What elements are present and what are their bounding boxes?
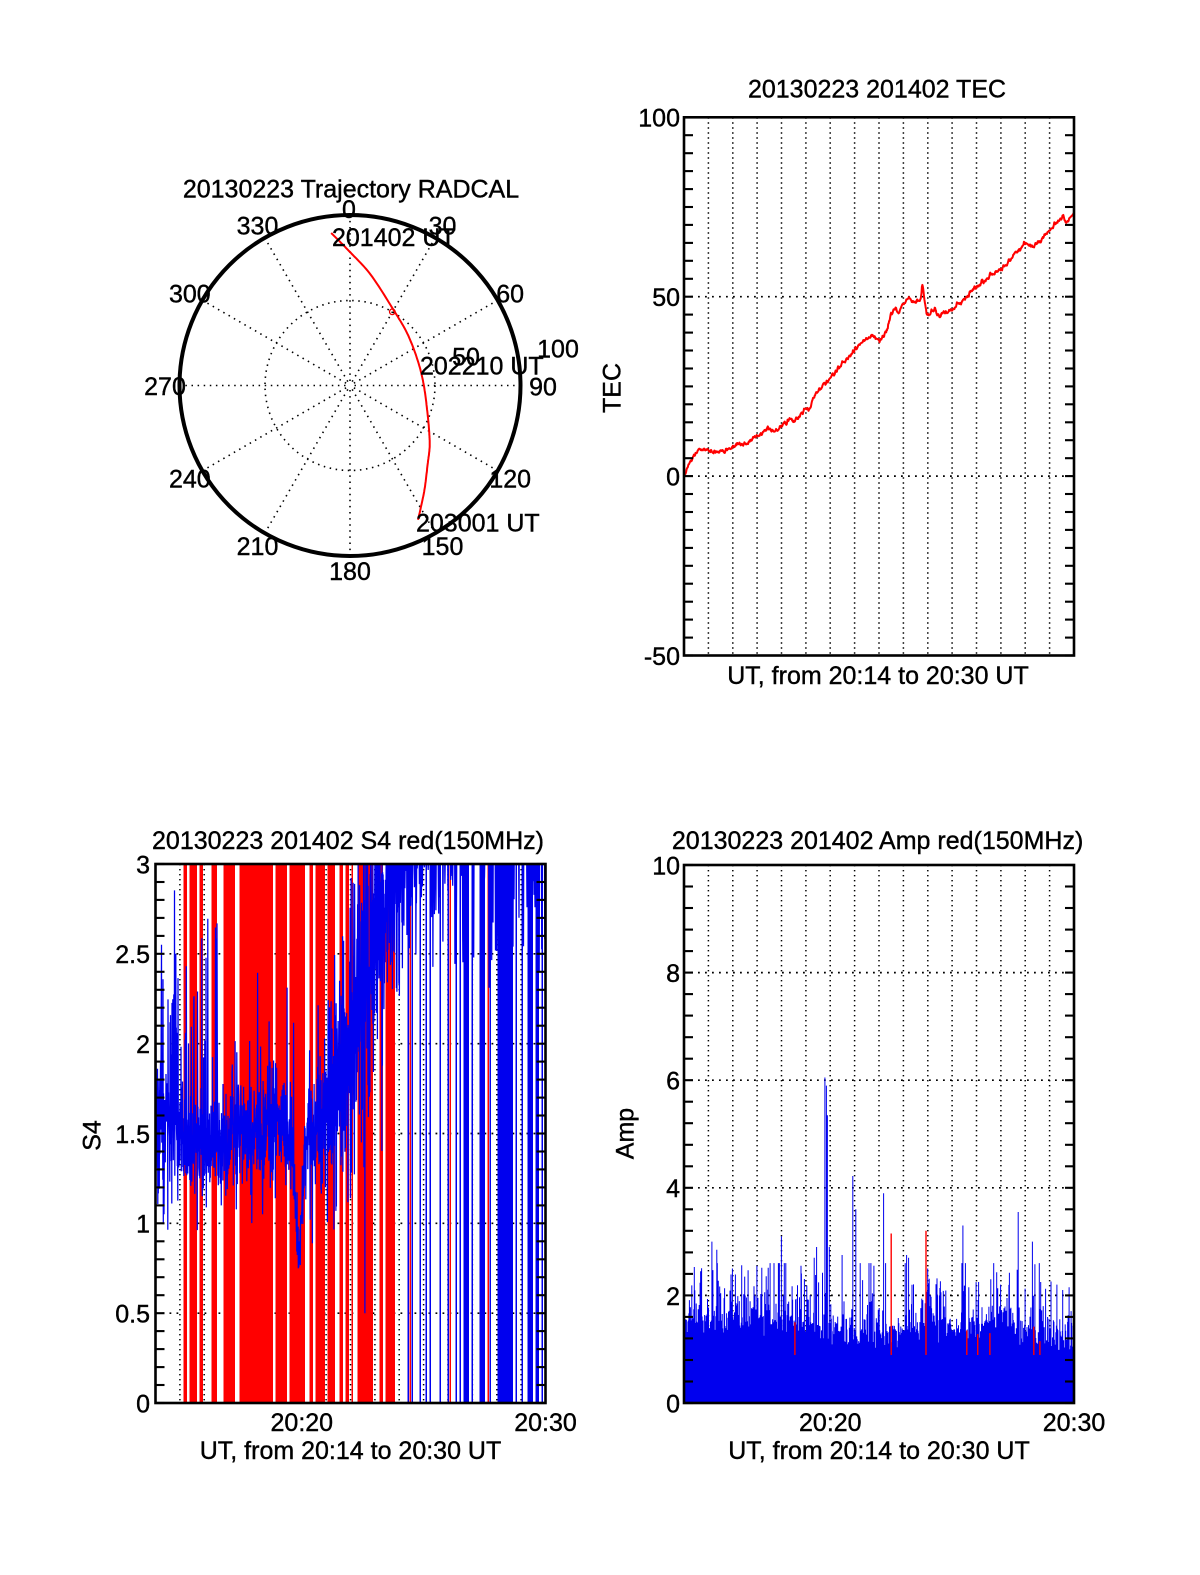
svg-text:0: 0: [666, 1390, 680, 1418]
svg-text:1: 1: [136, 1211, 150, 1239]
svg-text:4: 4: [666, 1175, 680, 1203]
svg-text:120: 120: [489, 465, 531, 493]
svg-text:TEC: TEC: [599, 363, 627, 413]
svg-text:2: 2: [136, 1031, 150, 1059]
svg-text:6: 6: [666, 1068, 680, 1096]
svg-text:3: 3: [136, 851, 150, 879]
svg-text:330: 330: [237, 213, 279, 241]
svg-text:50: 50: [652, 284, 680, 312]
svg-text:240: 240: [169, 465, 211, 493]
svg-text:20:30: 20:30: [1043, 1409, 1106, 1437]
svg-text:20130223 201402 Amp red(150MHz: 20130223 201402 Amp red(150MHz): [672, 827, 1083, 855]
svg-text:202210 UT: 202210 UT: [420, 353, 544, 381]
svg-text:10: 10: [652, 852, 680, 880]
svg-text:201402 UT: 201402 UT: [332, 224, 456, 252]
svg-text:150: 150: [422, 533, 464, 561]
svg-text:270: 270: [144, 373, 186, 401]
svg-text:90: 90: [529, 373, 557, 401]
svg-text:0: 0: [136, 1390, 150, 1418]
svg-text:20:30: 20:30: [514, 1409, 577, 1437]
svg-text:210: 210: [237, 533, 279, 561]
svg-text:2: 2: [666, 1283, 680, 1311]
svg-text:0: 0: [342, 196, 356, 224]
svg-text:60: 60: [496, 280, 524, 308]
svg-text:8: 8: [666, 960, 680, 988]
svg-text:0: 0: [666, 464, 680, 492]
svg-text:100: 100: [638, 105, 680, 133]
svg-text:20130223 Trajectory RADCAL: 20130223 Trajectory RADCAL: [183, 176, 519, 204]
svg-text:Amp: Amp: [612, 1108, 640, 1159]
svg-text:203001 UT: 203001 UT: [416, 510, 540, 538]
svg-text:1.5: 1.5: [115, 1121, 150, 1149]
svg-text:S4: S4: [79, 1120, 107, 1151]
svg-text:20130223 201402 TEC: 20130223 201402 TEC: [748, 76, 1006, 104]
svg-text:30: 30: [429, 213, 457, 241]
svg-text:-50: -50: [644, 643, 680, 671]
svg-text:20130223 201402 S4 red(150MHz): 20130223 201402 S4 red(150MHz): [152, 827, 544, 855]
svg-text:2.5: 2.5: [115, 941, 150, 969]
svg-text:50: 50: [452, 343, 480, 371]
svg-text:100: 100: [537, 335, 579, 363]
svg-text:UT, from 20:14 to 20:30 UT: UT, from 20:14 to 20:30 UT: [727, 662, 1029, 690]
svg-text:20:20: 20:20: [799, 1409, 862, 1437]
svg-text:20:20: 20:20: [271, 1409, 334, 1437]
svg-text:300: 300: [169, 280, 211, 308]
svg-text:180: 180: [329, 558, 371, 586]
svg-text:0.5: 0.5: [115, 1301, 150, 1329]
svg-text:UT, from 20:14 to 20:30 UT: UT, from 20:14 to 20:30 UT: [200, 1437, 502, 1465]
svg-text:UT, from 20:14 to 20:30 UT: UT, from 20:14 to 20:30 UT: [728, 1437, 1030, 1465]
